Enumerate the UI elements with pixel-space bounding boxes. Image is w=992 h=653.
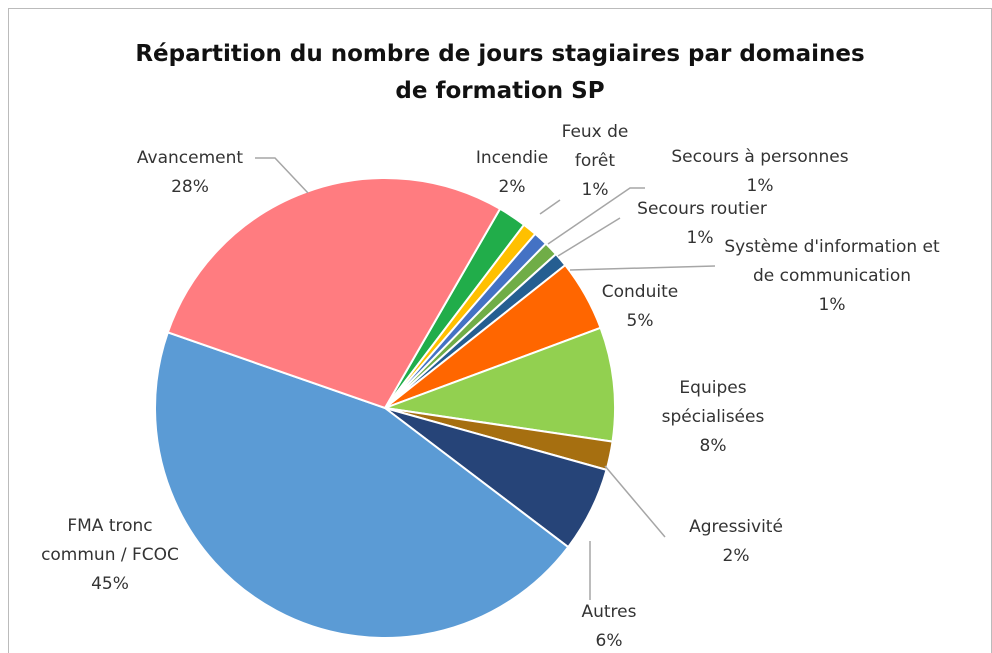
chart-title: Répartition du nombre de jours stagiaire… (135, 41, 865, 104)
slice-value-label: 5% (626, 311, 654, 331)
slice-label: FMA tronc commun / FCOC (41, 516, 179, 565)
slice-label: Agressivité (689, 517, 783, 537)
slice-label: Avancement (136, 148, 244, 168)
leader-line (547, 187, 645, 245)
slice-value-label: 1% (818, 295, 846, 315)
slice-label: Feux de forêt (561, 122, 629, 171)
leader-line (569, 265, 716, 271)
slice-label: Incendie (475, 148, 549, 168)
slice-value-label: 1% (746, 176, 774, 196)
slice-label: Secours routier (637, 199, 767, 219)
slice-value-label: 6% (595, 631, 623, 651)
slice-label: Equipes spécialisées (661, 378, 765, 427)
slice-value-label: 2% (498, 177, 526, 197)
leader-line (557, 217, 621, 257)
leader-line (604, 465, 666, 538)
leader-line (539, 199, 561, 215)
slice-value-label: 1% (581, 180, 609, 200)
slice-value-label: 1% (686, 228, 714, 248)
slice-label: Autres (581, 602, 637, 622)
slice-value-label: 2% (722, 546, 750, 566)
slice-value-label: 45% (91, 574, 129, 594)
pie-slice (166, 177, 502, 410)
slice-label: Secours à personnes (671, 147, 849, 167)
slice-label: Conduite (601, 282, 679, 302)
slice-value-label: 8% (699, 436, 727, 456)
pie-slice (384, 326, 616, 443)
pie-slice (154, 331, 570, 640)
leader-line (255, 157, 309, 194)
slice-label: Système d'information et de communicatio… (724, 237, 940, 286)
slice-value-label: 28% (171, 177, 209, 197)
